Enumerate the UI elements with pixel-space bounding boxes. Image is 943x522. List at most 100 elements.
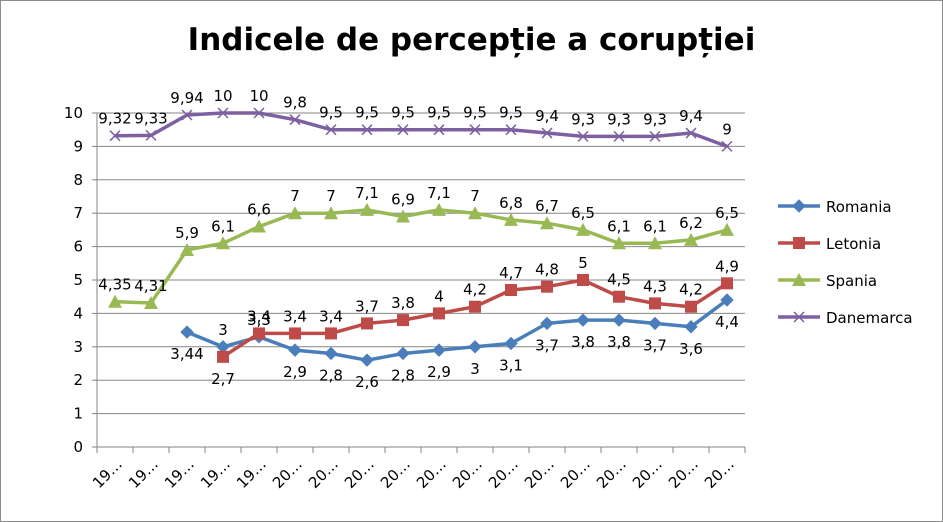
y-tick-label: 6 bbox=[73, 238, 83, 256]
data-label: 9,5 bbox=[355, 104, 379, 122]
data-label: 9,33 bbox=[134, 109, 167, 127]
data-point bbox=[289, 327, 301, 340]
x-tick-label: 19… bbox=[125, 455, 162, 492]
data-point bbox=[576, 222, 590, 236]
data-label: 10 bbox=[249, 87, 268, 105]
data-point bbox=[793, 237, 805, 249]
data-point bbox=[361, 124, 373, 136]
y-tick-label: 9 bbox=[73, 137, 83, 155]
data-label: 3 bbox=[218, 321, 228, 339]
data-label: 4,35 bbox=[98, 276, 131, 294]
y-tick-label: 8 bbox=[73, 171, 83, 189]
data-point bbox=[433, 307, 445, 320]
y-tick-label: 4 bbox=[73, 304, 83, 322]
data-label: 3 bbox=[470, 360, 480, 378]
data-label: 9 bbox=[722, 120, 732, 138]
data-label: 4 bbox=[434, 287, 444, 305]
data-label: 9,3 bbox=[607, 110, 631, 128]
data-label: 3,7 bbox=[643, 336, 667, 354]
data-label: 3,8 bbox=[391, 294, 415, 312]
data-label: 5 bbox=[578, 254, 588, 272]
data-label: 3,3 bbox=[247, 311, 271, 329]
chart-title: Indicele de percepție a corupției bbox=[187, 22, 756, 58]
x-tick-label: 20… bbox=[593, 455, 630, 492]
x-tick-label: 19… bbox=[233, 455, 270, 492]
data-point bbox=[109, 130, 121, 142]
data-label: 3,8 bbox=[571, 333, 595, 351]
x-tick-label: 19… bbox=[197, 455, 234, 492]
data-point bbox=[720, 222, 734, 236]
data-point bbox=[253, 107, 265, 119]
data-point bbox=[577, 130, 589, 142]
data-point bbox=[396, 346, 410, 361]
data-point bbox=[217, 107, 229, 119]
data-label: 6,1 bbox=[643, 217, 667, 235]
data-label: 3,4 bbox=[247, 307, 271, 325]
data-label: 2,8 bbox=[319, 366, 343, 384]
series-line-romania bbox=[186, 298, 729, 362]
data-point bbox=[325, 327, 337, 340]
data-label: 2,7 bbox=[211, 370, 235, 388]
data-point bbox=[684, 320, 698, 334]
data-point bbox=[468, 340, 482, 354]
data-label: 7 bbox=[290, 187, 300, 205]
data-point bbox=[684, 232, 698, 246]
data-label: 3,7 bbox=[355, 297, 379, 315]
data-label: 9,4 bbox=[679, 107, 703, 125]
data-label: 3,4 bbox=[319, 307, 343, 325]
data-label: 4,8 bbox=[535, 261, 559, 279]
data-point bbox=[397, 314, 409, 327]
data-label: 9,4 bbox=[535, 107, 559, 125]
data-point bbox=[144, 296, 158, 310]
data-point bbox=[360, 353, 374, 367]
legend-item-danemarca: Danemarca bbox=[826, 309, 913, 327]
data-label: 9,5 bbox=[319, 104, 343, 122]
data-point bbox=[685, 300, 697, 313]
data-point bbox=[288, 343, 302, 357]
data-label: 9,3 bbox=[643, 110, 667, 128]
data-point bbox=[577, 274, 589, 286]
data-point bbox=[685, 127, 697, 139]
data-point bbox=[505, 124, 517, 136]
data-label: 4,4 bbox=[715, 313, 739, 331]
data-label: 6,5 bbox=[571, 204, 595, 222]
data-label: 3,44 bbox=[170, 345, 203, 363]
y-tick-label: 3 bbox=[73, 338, 83, 356]
data-label: 9,5 bbox=[427, 104, 451, 122]
series-line-danemarca bbox=[114, 111, 728, 149]
data-point bbox=[108, 294, 122, 308]
data-point bbox=[361, 317, 373, 330]
x-tick-label: 20… bbox=[413, 455, 450, 492]
data-label: 4,9 bbox=[715, 257, 739, 275]
x-tick-label: 20… bbox=[701, 455, 738, 492]
data-point bbox=[288, 206, 302, 220]
data-point bbox=[360, 202, 374, 216]
x-tick-label: 20… bbox=[341, 455, 378, 492]
data-point bbox=[180, 325, 194, 339]
data-point bbox=[432, 202, 446, 216]
data-label: 2,9 bbox=[283, 363, 307, 381]
x-tick-label: 20… bbox=[485, 455, 522, 492]
y-tick-label: 0 bbox=[73, 438, 83, 456]
data-label: 2,8 bbox=[391, 366, 415, 384]
data-point bbox=[613, 290, 625, 303]
data-point bbox=[180, 242, 194, 256]
x-tick-label: 20… bbox=[521, 455, 558, 492]
data-label: 6,7 bbox=[535, 197, 559, 215]
data-label: 4,3 bbox=[643, 277, 667, 295]
x-tick-label: 20… bbox=[629, 455, 666, 492]
data-point bbox=[612, 313, 626, 327]
data-point bbox=[216, 236, 230, 250]
data-point bbox=[541, 280, 553, 293]
data-label: 9,5 bbox=[391, 104, 415, 122]
data-label: 10 bbox=[213, 87, 232, 105]
data-point bbox=[253, 327, 265, 340]
data-label: 3,6 bbox=[679, 340, 703, 358]
data-point bbox=[433, 124, 445, 136]
data-point bbox=[649, 130, 661, 142]
data-label: 2,9 bbox=[427, 363, 451, 381]
data-label: 5,9 bbox=[175, 224, 199, 242]
y-tick-label: 7 bbox=[73, 204, 83, 222]
data-point bbox=[792, 199, 806, 213]
